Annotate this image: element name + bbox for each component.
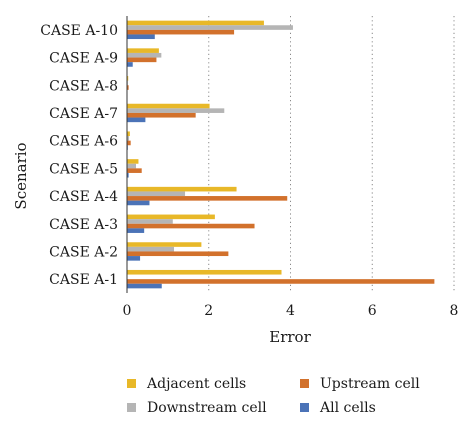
legend: Adjacent cells Upstream cell Downstream ce… (127, 376, 420, 416)
bar-upstream-cell (127, 112, 196, 118)
legend-swatch (300, 403, 309, 412)
bar-upstream-cell (127, 85, 129, 90)
category-label: CASE A-3 (49, 217, 118, 233)
bar-all-cells (127, 34, 155, 40)
bar-downstream-cell (127, 246, 175, 252)
category-label: CASE A-8 (49, 78, 118, 94)
legend-swatch (127, 403, 136, 412)
bar-adjacent-cells (127, 48, 159, 53)
bar-upstream-cell (127, 57, 157, 63)
legend-entry: All cells (319, 400, 376, 416)
bar-downstream-cell (127, 163, 136, 169)
x-tick-labels: 0 2 4 6 8 (123, 303, 459, 319)
bar-downstream-cell (127, 219, 173, 224)
bar-upstream-cell (127, 251, 229, 257)
category-label: CASE A-2 (49, 244, 118, 260)
bar-all-cells (127, 172, 129, 178)
bar-downstream-cell (127, 52, 162, 58)
category-label: CASE A-6 (49, 134, 118, 150)
bar-upstream-cell (127, 279, 435, 284)
bar-adjacent-cells (127, 131, 130, 137)
category-labels: CASE A-1 CASE A-2 CASE A-3 CASE A-4 CASE A-5… (40, 23, 118, 288)
bar-upstream-cell (127, 168, 142, 173)
category-label: CASE A-9 (49, 51, 118, 67)
bar-all-cells (127, 256, 141, 261)
category-label: CASE A-1 (49, 272, 118, 288)
x-tick-label: 4 (286, 303, 295, 319)
bar-upstream-cell (127, 196, 288, 201)
category-label: CASE A-5 (49, 161, 118, 177)
category-label: CASE A-4 (49, 189, 118, 205)
bar-all-cells (127, 62, 133, 67)
bar-all-cells (127, 117, 146, 123)
x-tick-label: 6 (368, 303, 377, 319)
bar-downstream-cell (127, 25, 293, 30)
bar-adjacent-cells (127, 269, 282, 275)
bar-adjacent-cells (127, 186, 237, 192)
y-axis-label: Scenario (12, 142, 30, 209)
bar-adjacent-cells (127, 242, 202, 247)
bar-all-cells (127, 228, 145, 233)
legend-swatch (300, 379, 309, 388)
legend-entry: Adjacent cells (146, 376, 246, 392)
bar-upstream-cell (127, 140, 131, 146)
bar-adjacent-cells (127, 103, 210, 109)
bar-adjacent-cells (127, 159, 139, 164)
bar-adjacent-cells (127, 20, 264, 26)
x-tick-label: 2 (204, 303, 213, 319)
bar-adjacent-cells (127, 214, 215, 220)
x-tick-label: 8 (450, 303, 459, 319)
bar-all-cells (127, 283, 162, 289)
bar-all-cells (127, 200, 150, 206)
legend-swatch (127, 379, 136, 388)
bars (127, 20, 435, 289)
legend-entry: Upstream cell (320, 376, 420, 392)
bar-downstream-cell (127, 136, 130, 141)
category-label: CASE A-7 (49, 106, 118, 122)
bar-downstream-cell (127, 191, 186, 197)
grid-lines (208, 16, 455, 293)
x-axis-label: Error (269, 328, 311, 346)
bar-adjacent-cells (127, 76, 129, 81)
x-tick-label: 0 (123, 303, 132, 319)
category-label: CASE A-10 (40, 23, 118, 39)
bar-upstream-cell (127, 223, 255, 229)
bar-upstream-cell (127, 29, 235, 35)
legend-entry: Downstream cell (147, 400, 267, 416)
bar-downstream-cell (127, 108, 225, 113)
